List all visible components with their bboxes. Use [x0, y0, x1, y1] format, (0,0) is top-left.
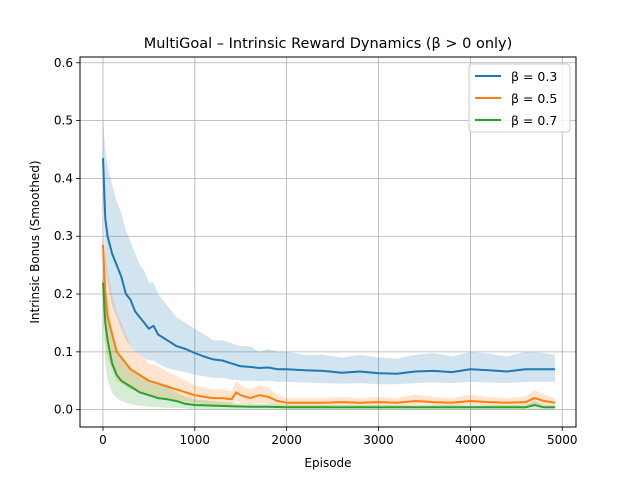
- x-tick-label: 2000: [271, 433, 302, 447]
- y-tick-label: 0.6: [54, 56, 73, 70]
- legend: β = 0.3 β = 0.5 β = 0.7: [468, 63, 571, 133]
- y-tick-label: 0.2: [54, 287, 73, 301]
- legend-label-2: β = 0.7: [511, 113, 557, 128]
- x-tick-label: 4000: [455, 433, 486, 447]
- y-tick-label: 0.3: [54, 229, 73, 243]
- legend-box: [468, 63, 571, 133]
- x-axis-ticks: 0 1000 2000 3000 4000 5000: [99, 427, 577, 447]
- y-tick-label: 0.0: [54, 403, 73, 417]
- y-axis-ticks: 0.0 0.1 0.2 0.3 0.4 0.5 0.6: [54, 56, 80, 417]
- x-tick-label: 3000: [363, 433, 394, 447]
- y-tick-label: 0.1: [54, 345, 73, 359]
- chart-title: MultiGoal – Intrinsic Reward Dynamics (β…: [144, 36, 513, 52]
- series-line-0: [102, 158, 555, 375]
- series-line-2: [102, 282, 555, 409]
- series-line-1: [102, 244, 556, 404]
- legend-label-0: β = 0.3: [511, 69, 557, 84]
- confidence-band-0: [103, 120, 555, 385]
- x-tick-label: 1000: [180, 433, 211, 447]
- y-tick-label: 0.5: [54, 114, 73, 128]
- x-tick-label: 5000: [547, 433, 578, 447]
- series-lines: [102, 158, 556, 409]
- plot-frame: [79, 56, 577, 428]
- y-axis-label: Intrinsic Bonus (Smoothed): [28, 160, 42, 323]
- x-axis-label: Episode: [304, 456, 351, 470]
- confidence-band-1: [103, 230, 555, 407]
- x-tick-label: 0: [99, 433, 107, 447]
- legend-label-1: β = 0.5: [511, 91, 557, 106]
- grid: [80, 57, 576, 427]
- y-tick-label: 0.4: [54, 171, 73, 185]
